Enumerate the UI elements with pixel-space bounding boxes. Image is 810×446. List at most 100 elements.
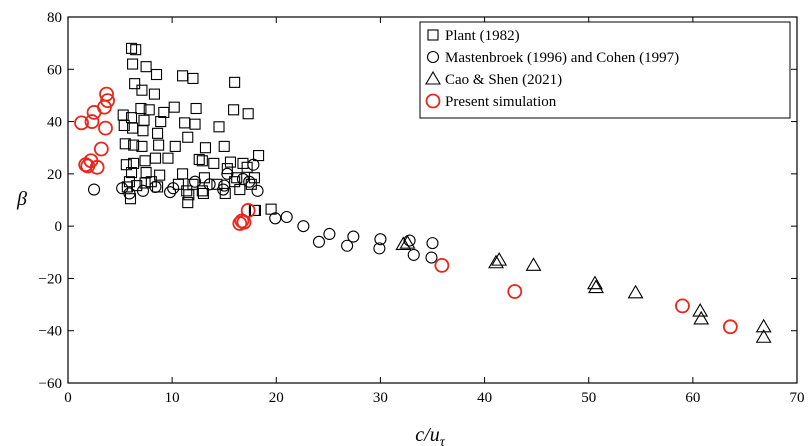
data-point-series-1 [312,235,326,248]
data-point-series-0 [125,167,138,179]
data-point-series-0 [139,177,151,189]
data-point-series-0 [169,140,181,152]
data-point-series-3 [507,284,523,299]
data-point-series-1 [236,173,250,186]
legend-marker-1 [426,50,440,64]
legend-marker-3 [425,93,441,109]
data-point-series-3 [434,257,450,273]
data-point-series-0 [181,185,193,197]
data-point-series-1 [347,230,360,243]
data-point-series-0 [136,84,148,96]
data-point-series-0 [158,106,170,118]
data-point-series-2 [627,284,644,299]
y-tick-label: −20 [39,271,62,287]
y-tick-label: 60 [47,62,62,78]
data-point-series-0 [124,193,137,205]
axis-ticks: 0 10 20 30 40 50 60 70 −60 −40 −20 0 20 40 60 80 [39,10,805,406]
data-point-series-1 [269,212,282,225]
data-point-series-0 [245,178,257,190]
data-point-series-0 [179,117,191,129]
data-point-series-0 [253,150,265,162]
data-point-series-0 [137,125,149,137]
data-point-series-1 [218,179,231,192]
data-point-series-1 [403,234,416,247]
legend-marker-2 [425,70,441,85]
data-point-series-1 [123,187,136,200]
data-point-series-2 [399,235,416,249]
data-point-series-2 [588,279,604,294]
x-tick-label: 20 [269,390,284,406]
data-point-series-3 [97,99,112,115]
data-point-series-0 [127,58,139,70]
x-tick-label: 50 [581,390,596,406]
x-tick-label: 0 [64,390,72,406]
data-point-series-3 [93,141,109,157]
data-point-series-0 [153,139,165,151]
data-point-series-1 [373,242,386,255]
data-point-series-0 [177,168,189,180]
data-point-series-0 [229,76,241,88]
data-point-series-1 [189,175,202,188]
data-point-series-1 [297,220,310,233]
data-point-series-0 [190,102,202,115]
data-point-series-0 [148,88,160,100]
data-point-series-3 [722,319,738,335]
data-point-series-0 [182,131,194,143]
data-point-series-3 [74,115,89,131]
legend-label-3: Present simulation [445,94,557,110]
data-point-series-2 [693,310,710,325]
data-point-series-0 [152,127,164,139]
y-tick-label: 80 [47,10,62,26]
data-point-series-0 [193,153,205,166]
y-tick-label: 20 [47,167,62,183]
data-point-series-1 [164,186,177,199]
x-tick-label: 30 [373,390,388,406]
data-point-series-0 [228,104,240,116]
data-point-series-1 [280,210,293,224]
legend-marker-0 [427,29,439,41]
data-point-series-0 [155,116,167,128]
data-point-series-1 [425,251,438,264]
data-point-series-0 [183,189,195,201]
data-points [74,42,772,343]
data-point-series-3 [89,159,105,175]
data-point-series-1 [426,237,439,250]
y-axis-label: β [16,188,27,210]
data-point-series-2 [488,254,504,269]
data-point-series-0 [125,42,138,54]
x-tick-label: 60 [685,390,700,406]
data-point-series-0 [119,138,131,150]
data-point-series-1 [221,167,234,180]
data-point-series-0 [196,185,208,197]
y-tick-label: 0 [55,219,63,235]
data-point-series-1 [374,233,387,246]
data-point-series-2 [395,236,412,250]
data-point-series-2 [491,252,508,266]
data-point-series-1 [341,239,354,252]
legend-label-1: Mastenbroek (1996) and Cohen (1997) [445,50,679,66]
data-point-series-0 [199,142,212,154]
data-point-series-1 [203,178,216,191]
data-point-series-0 [121,181,133,193]
data-point-series-0 [168,101,180,113]
data-point-series-0 [129,78,141,90]
data-point-series-0 [221,163,233,175]
data-point-series-0 [118,119,130,132]
legend-label-2: Cao & Shen (2021) [445,72,562,88]
data-point-series-0 [128,139,140,151]
data-point-series-1 [167,182,180,195]
data-point-series-0 [177,70,189,82]
x-axis-label-main: c/u [415,424,439,446]
data-point-series-0 [242,108,254,120]
data-point-series-2 [692,303,709,317]
data-point-series-2 [755,318,772,333]
data-point-series-0 [224,156,237,168]
data-point-series-0 [218,140,230,152]
data-point-series-0 [196,155,208,167]
y-tick-label: −40 [39,324,62,340]
data-point-series-0 [140,61,152,73]
data-point-series-1 [407,248,420,261]
data-point-series-3 [78,157,94,173]
plot-frame [67,16,798,384]
data-point-series-0 [162,152,174,164]
